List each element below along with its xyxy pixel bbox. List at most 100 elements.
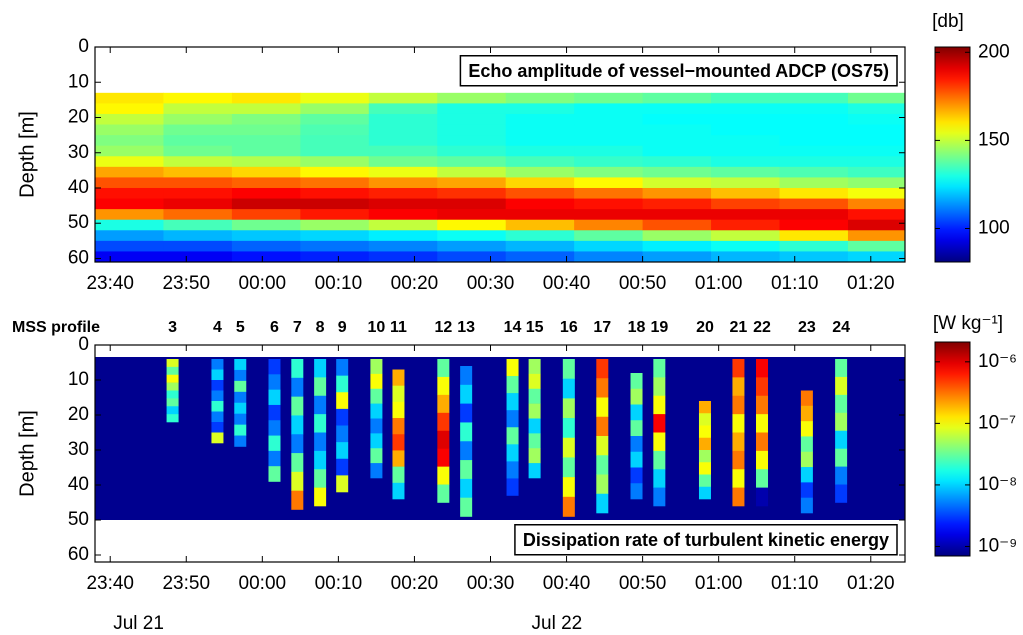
heatmap-cell xyxy=(779,251,849,263)
y-axis-label: Depth [m] xyxy=(16,111,38,198)
x-tick-label: 00:20 xyxy=(391,273,439,294)
heatmap-cell xyxy=(95,113,164,126)
heatmap-cell xyxy=(574,198,644,210)
profile-number: 4 xyxy=(213,319,222,336)
profile-segment xyxy=(336,425,349,443)
profile-segment xyxy=(698,413,711,426)
heatmap-cell xyxy=(437,198,507,210)
heatmap-cell xyxy=(95,103,164,115)
profile-segment xyxy=(314,414,327,433)
profile-segment xyxy=(835,466,848,485)
profile-segment xyxy=(562,477,575,498)
heatmap-cell xyxy=(642,124,712,136)
colorbar-unit: [db] xyxy=(932,11,964,32)
profile-segment xyxy=(211,369,224,381)
heatmap-cell xyxy=(300,230,370,242)
profile-segment xyxy=(166,382,179,391)
y-tick-label: 40 xyxy=(68,177,89,198)
profile-segment xyxy=(336,442,349,460)
heatmap-cell xyxy=(505,156,575,168)
profile-segment xyxy=(460,441,473,461)
y-tick-label: 10 xyxy=(68,71,89,92)
profile-segment xyxy=(291,471,304,491)
profile-segment xyxy=(460,403,473,423)
heatmap-cell xyxy=(231,177,301,189)
heatmap-cell xyxy=(300,145,370,157)
profile-segment xyxy=(166,374,179,383)
profile-segment xyxy=(562,398,575,419)
profile-segment xyxy=(392,369,405,386)
profile-segment xyxy=(506,478,519,496)
profile-segment xyxy=(835,448,848,467)
y-tick-label: 0 xyxy=(78,334,89,355)
x-tick-label: 00:00 xyxy=(239,273,287,294)
heatmap-cell xyxy=(574,230,644,242)
heatmap-cell xyxy=(368,177,438,189)
y-tick-label: 40 xyxy=(68,474,89,495)
profile-number: 10 xyxy=(368,319,386,336)
heatmap-cell xyxy=(642,251,712,263)
heatmap-cell xyxy=(231,135,301,147)
heatmap-cell xyxy=(505,209,575,221)
profile-segment xyxy=(630,388,643,405)
y-tick-label: 20 xyxy=(68,107,89,128)
heatmap-cell xyxy=(368,103,438,115)
profile-segment xyxy=(698,437,711,451)
heatmap-cell xyxy=(231,198,301,210)
profile-number: 19 xyxy=(650,319,668,336)
profile-number: 9 xyxy=(338,319,347,336)
heatmap-cell xyxy=(300,103,370,115)
profile-segment xyxy=(528,359,541,375)
heatmap-cell xyxy=(95,145,164,157)
profile-segment xyxy=(506,427,519,445)
profile-segment xyxy=(756,395,769,415)
heatmap-cell xyxy=(437,156,507,168)
heatmap-cell xyxy=(368,135,438,147)
profile-segment xyxy=(506,359,519,377)
profile-segment xyxy=(392,466,405,484)
profile-axis-label: MSS profile xyxy=(12,319,100,336)
profile-segment xyxy=(732,432,745,452)
profile-number: 3 xyxy=(168,319,177,336)
heatmap-cell xyxy=(437,230,507,242)
profile-segment xyxy=(166,366,179,376)
profile-segment xyxy=(336,359,349,376)
profile-segment xyxy=(562,359,575,379)
heatmap-cell xyxy=(847,177,906,189)
profile-segment xyxy=(653,432,666,452)
profile-segment xyxy=(437,359,450,378)
profile-segment xyxy=(756,377,769,397)
heatmap-cell xyxy=(711,124,781,136)
profile-segment xyxy=(211,432,224,444)
heatmap-cell xyxy=(574,145,644,157)
profile-segment xyxy=(506,376,519,394)
heatmap-cell xyxy=(95,124,164,136)
annotation-box xyxy=(514,524,898,556)
profile-number: 5 xyxy=(236,319,245,336)
x-tick-label: 23:50 xyxy=(162,273,210,294)
heatmap-cell xyxy=(711,187,781,200)
profile-segment xyxy=(234,391,247,404)
profile-segment xyxy=(336,375,349,393)
x-tick-label: 01:10 xyxy=(771,573,819,594)
heatmap-cell xyxy=(300,187,370,200)
profile-segment xyxy=(698,450,711,463)
colorbar-tick-label: 200 xyxy=(978,41,1010,62)
x-tick-label: 23:50 xyxy=(162,573,210,594)
heatmap-cell xyxy=(711,209,781,221)
heatmap-cell xyxy=(368,251,438,263)
profile-segment xyxy=(528,373,541,390)
heatmap-cell xyxy=(642,177,712,189)
heatmap-cell xyxy=(505,103,575,115)
profile-number: 8 xyxy=(316,319,325,336)
y-tick-label: 60 xyxy=(68,544,89,565)
heatmap-cell xyxy=(574,92,644,104)
heatmap-cell xyxy=(437,135,507,147)
profile-segment xyxy=(291,453,304,473)
profile-segment xyxy=(835,484,848,503)
profile-segment xyxy=(314,450,327,470)
profile-segment xyxy=(234,380,247,393)
profile-segment xyxy=(653,377,666,397)
profile-segment xyxy=(800,497,813,514)
heatmap-cell xyxy=(779,92,849,104)
